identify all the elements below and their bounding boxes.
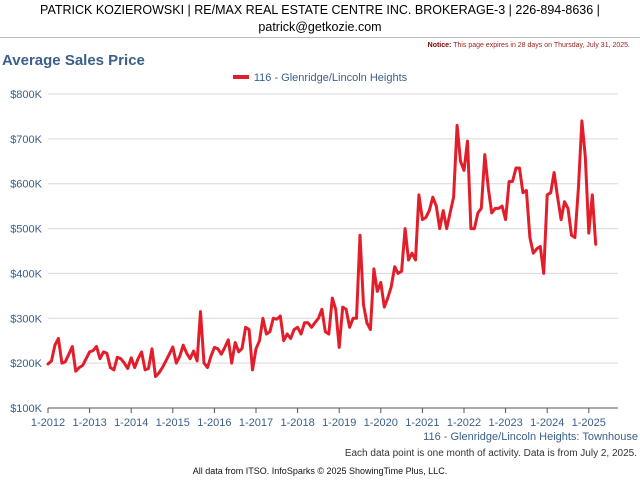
chart-legend[interactable]: 116 - Glenridge/Lincoln Heights: [0, 72, 640, 84]
x-tick-label: 1-2025: [572, 417, 606, 429]
x-tick-label: 1-2018: [280, 417, 314, 429]
legend-label: 116 - Glenridge/Lincoln Heights: [253, 72, 408, 84]
x-tick-label: 1-2016: [197, 417, 231, 429]
y-tick-label: $600K: [10, 179, 42, 191]
header-line-1: PATRICK KOZIEROWSKI | RE/MAX REAL ESTATE…: [40, 3, 600, 17]
x-tick-label: 1-2017: [239, 417, 273, 429]
x-tick-label: 1-2014: [114, 417, 148, 429]
x-tick-label: 1-2023: [488, 417, 522, 429]
y-tick-label: $400K: [10, 268, 42, 280]
x-tick-label: 1-2012: [31, 417, 65, 429]
y-tick-label: $200K: [10, 358, 42, 370]
x-tick-label: 1-2019: [322, 417, 356, 429]
y-tick-label: $300K: [10, 313, 42, 325]
legend-swatch: [232, 75, 249, 80]
x-tick-label: 1-2013: [72, 417, 106, 429]
series-note: 116 - Glenridge/Lincoln Heights: Townhou…: [423, 431, 638, 443]
y-tick-label: $700K: [10, 134, 42, 146]
notice-text: This page expires in 28 days on Thursday…: [453, 42, 630, 49]
page-header: PATRICK KOZIEROWSKI | RE/MAX REAL ESTATE…: [0, 0, 640, 38]
chart-title: Average Sales Price: [2, 52, 145, 69]
x-tick-label: 1-2015: [156, 417, 190, 429]
y-tick-label: $800K: [10, 89, 42, 101]
y-tick-label: $500K: [10, 224, 42, 236]
x-tick-label: 1-2021: [405, 417, 439, 429]
expiry-notice: Notice: This page expires in 28 days on …: [428, 42, 630, 49]
notice-label: Notice:: [427, 42, 452, 49]
y-tick-label: $100K: [10, 403, 42, 415]
x-tick-label: 1-2022: [447, 417, 481, 429]
source-note: All data from ITSO. InfoSparks © 2025 Sh…: [192, 466, 448, 476]
series-line[interactable]: [46, 119, 598, 379]
header-line-2: patrick@getkozie.com: [258, 20, 382, 34]
data-note: Each data point is one month of activity…: [344, 448, 637, 459]
x-tick-label: 1-2020: [364, 417, 398, 429]
x-tick-label: 1-2024: [530, 417, 564, 429]
